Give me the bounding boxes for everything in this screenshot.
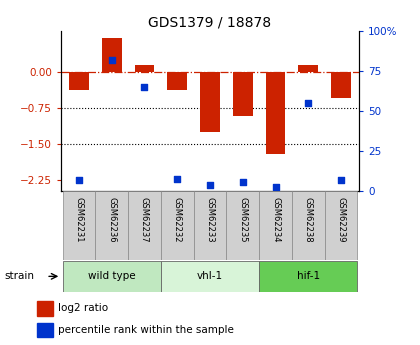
Text: GSM62234: GSM62234 xyxy=(271,197,280,243)
Bar xyxy=(259,261,357,292)
Bar xyxy=(325,191,357,260)
Bar xyxy=(226,191,259,260)
Text: wild type: wild type xyxy=(88,272,136,281)
Bar xyxy=(233,72,252,116)
Text: hif-1: hif-1 xyxy=(297,272,320,281)
Point xyxy=(272,184,279,189)
Point xyxy=(108,57,115,63)
Point xyxy=(239,179,246,185)
Bar xyxy=(161,261,259,292)
Text: GSM62237: GSM62237 xyxy=(140,197,149,243)
Bar xyxy=(63,261,161,292)
Text: log2 ratio: log2 ratio xyxy=(58,303,108,313)
Text: GDS1379 / 18878: GDS1379 / 18878 xyxy=(148,16,272,30)
Bar xyxy=(128,191,161,260)
Text: GSM62239: GSM62239 xyxy=(336,197,346,243)
Text: GSM62235: GSM62235 xyxy=(238,197,247,243)
Point xyxy=(76,177,82,183)
Text: GSM62233: GSM62233 xyxy=(205,197,215,243)
Bar xyxy=(161,191,194,260)
Bar xyxy=(168,72,187,90)
Text: vhl-1: vhl-1 xyxy=(197,272,223,281)
Point xyxy=(207,182,213,188)
Point xyxy=(141,85,148,90)
Bar xyxy=(331,72,351,98)
Bar xyxy=(299,65,318,72)
Point xyxy=(305,100,312,106)
Text: GSM62231: GSM62231 xyxy=(74,197,84,243)
Bar xyxy=(69,72,89,90)
Text: GSM62238: GSM62238 xyxy=(304,197,313,243)
Text: percentile rank within the sample: percentile rank within the sample xyxy=(58,325,234,335)
Bar xyxy=(95,191,128,260)
Text: strain: strain xyxy=(4,272,34,281)
Bar xyxy=(135,65,154,72)
Bar xyxy=(292,191,325,260)
Bar xyxy=(37,323,53,337)
Bar xyxy=(102,38,121,72)
Point xyxy=(338,177,344,183)
Bar xyxy=(200,72,220,131)
Bar xyxy=(37,301,53,316)
Point xyxy=(174,176,181,181)
Bar xyxy=(194,191,226,260)
Text: GSM62236: GSM62236 xyxy=(107,197,116,243)
Bar xyxy=(259,191,292,260)
Bar xyxy=(63,191,95,260)
Text: GSM62232: GSM62232 xyxy=(173,197,182,243)
Bar xyxy=(266,72,285,154)
